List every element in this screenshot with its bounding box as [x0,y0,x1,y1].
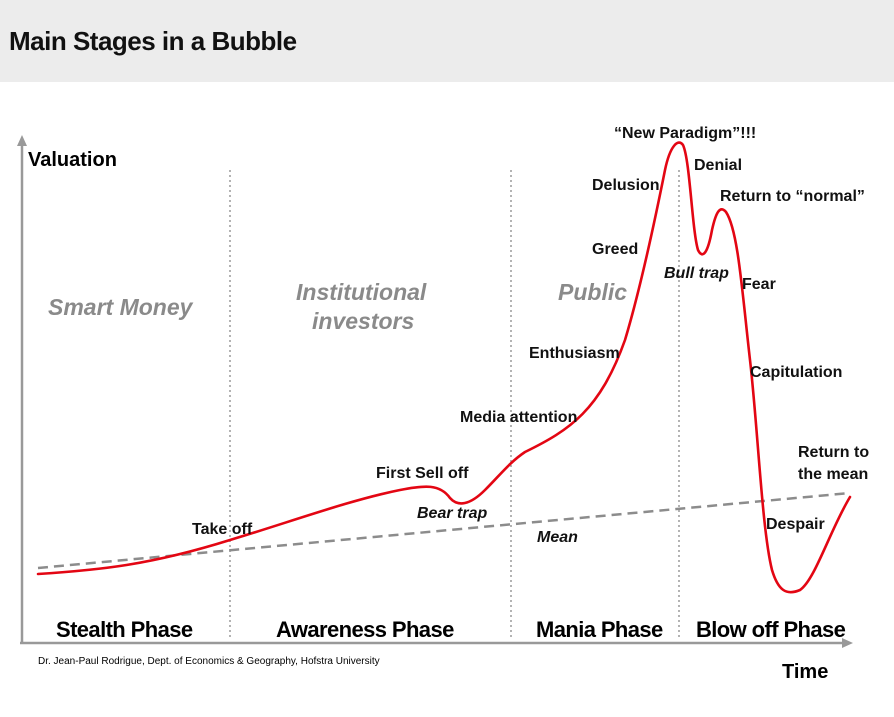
zone-public: Public [558,279,627,305]
stage-new-paradigm: “New Paradigm”!!! [614,125,756,142]
stage-capitulation: Capitulation [750,364,842,381]
phase-awareness: Awareness Phase [276,617,454,642]
stage-first-sell-off: First Sell off [376,465,469,482]
phase-blow-off: Blow off Phase [696,617,846,642]
stage-media-attention: Media attention [460,409,577,426]
zone-institutional-line1: Institutional [296,279,427,305]
stage-return-to-normal: Return to “normal” [720,188,865,205]
stage-delusion: Delusion [592,177,660,194]
phase-stealth: Stealth Phase [56,617,193,642]
stage-greed: Greed [592,241,638,258]
stage-bear-trap: Bear trap [417,505,487,522]
x-axis-label: Time [782,661,828,683]
stage-take-off: Take off [192,521,253,538]
stage-fear: Fear [742,276,776,293]
y-axis-label: Valuation [28,149,117,171]
page-title: Main Stages in a Bubble [9,26,297,56]
zone-institutional-line2: investors [312,308,414,334]
stage-despair: Despair [766,516,825,533]
stage-enthusiasm: Enthusiasm [529,345,620,362]
credit-line: Dr. Jean-Paul Rodrigue, Dept. of Economi… [38,656,380,667]
zone-smart-money: Smart Money [48,294,194,320]
mean-label: Mean [537,529,578,546]
bubble-curve [36,141,852,594]
stage-return-to-mean-line2: the mean [798,466,868,483]
stage-return-to-mean-line1: Return to [798,444,869,461]
header-bar: Main Stages in a Bubble [0,0,894,82]
stage-bull-trap: Bull trap [664,265,729,282]
phase-mania: Mania Phase [536,617,663,642]
stage-denial: Denial [694,157,742,174]
